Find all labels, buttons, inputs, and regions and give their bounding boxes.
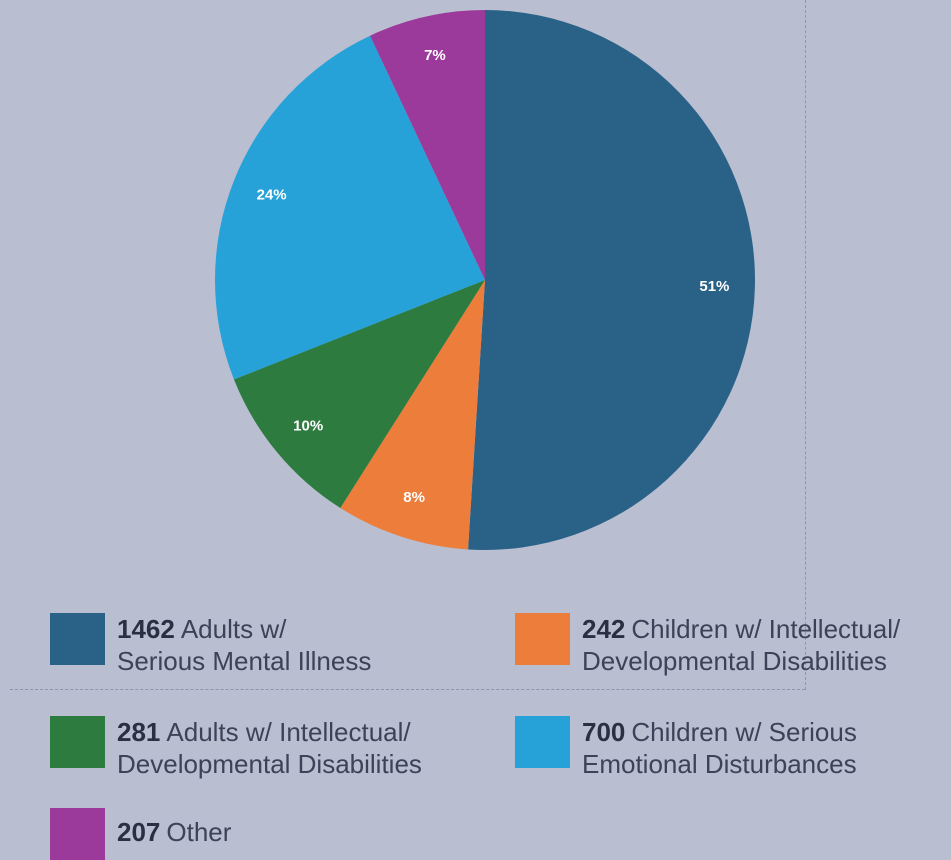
legend-label-line1: Adults w/ Intellectual/	[166, 717, 411, 747]
legend-label-line1: Other	[166, 817, 232, 847]
pie-slice-label-2: 10%	[293, 417, 323, 434]
legend-item-adults-idd: 281 Adults w/ Intellectual/ Developmental…	[50, 716, 422, 780]
legend-count: 700	[582, 717, 626, 747]
legend-text: 700 Children w/ Serious Emotional Disturb…	[582, 716, 857, 780]
pie-slice-0	[468, 10, 756, 550]
legend-swatch	[50, 716, 105, 768]
legend-swatch	[50, 808, 105, 860]
pie-slice-1	[340, 280, 485, 550]
dashed-divider-horizontal	[10, 689, 805, 690]
legend-count: 1462	[117, 614, 175, 644]
legend-count: 281	[117, 717, 161, 747]
pie-chart: 51% 8% 10% 24% 7%	[215, 10, 756, 550]
legend-text: 1462 Adults w/ Serious Mental Illness	[117, 613, 371, 677]
pie-slice-3	[215, 35, 486, 380]
legend-label-line2: Serious Mental Illness	[117, 646, 372, 676]
legend-item-children-sed: 700 Children w/ Serious Emotional Disturb…	[515, 716, 857, 780]
legend-label-line1: Children w/ Serious	[631, 717, 857, 747]
legend-text: 281 Adults w/ Intellectual/ Developmental…	[117, 716, 422, 780]
pie-slice-label-4: 7%	[424, 47, 446, 64]
legend-swatch	[515, 613, 570, 665]
pie-slice-4	[370, 10, 485, 280]
legend-count: 207	[117, 817, 161, 847]
pie-slice-2	[233, 280, 485, 508]
legend-label-line2: Developmental Disabilities	[117, 749, 422, 779]
legend-swatch	[50, 613, 105, 665]
legend-item-children-idd: 242 Children w/ Intellectual/ Development…	[515, 613, 900, 677]
pie-slice-label-3: 24%	[257, 186, 287, 203]
legend-label-line1: Adults w/	[180, 614, 287, 644]
legend-label-line2: Developmental Disabilities	[582, 646, 887, 676]
legend-count: 242	[582, 614, 626, 644]
pie-slice-label-0: 51%	[699, 278, 729, 295]
legend-text: 207 Other	[117, 808, 231, 848]
dashed-divider-vertical	[805, 0, 806, 690]
legend-swatch	[515, 716, 570, 768]
pie-slice-label-1: 8%	[403, 489, 425, 506]
legend-text: 242 Children w/ Intellectual/ Development…	[582, 613, 900, 677]
legend-item-adults-smi: 1462 Adults w/ Serious Mental Illness	[50, 613, 371, 677]
legend-label-line1: Children w/ Intellectual/	[631, 614, 901, 644]
legend-label-line2: Emotional Disturbances	[582, 749, 857, 779]
legend-item-other: 207 Other	[50, 808, 231, 860]
